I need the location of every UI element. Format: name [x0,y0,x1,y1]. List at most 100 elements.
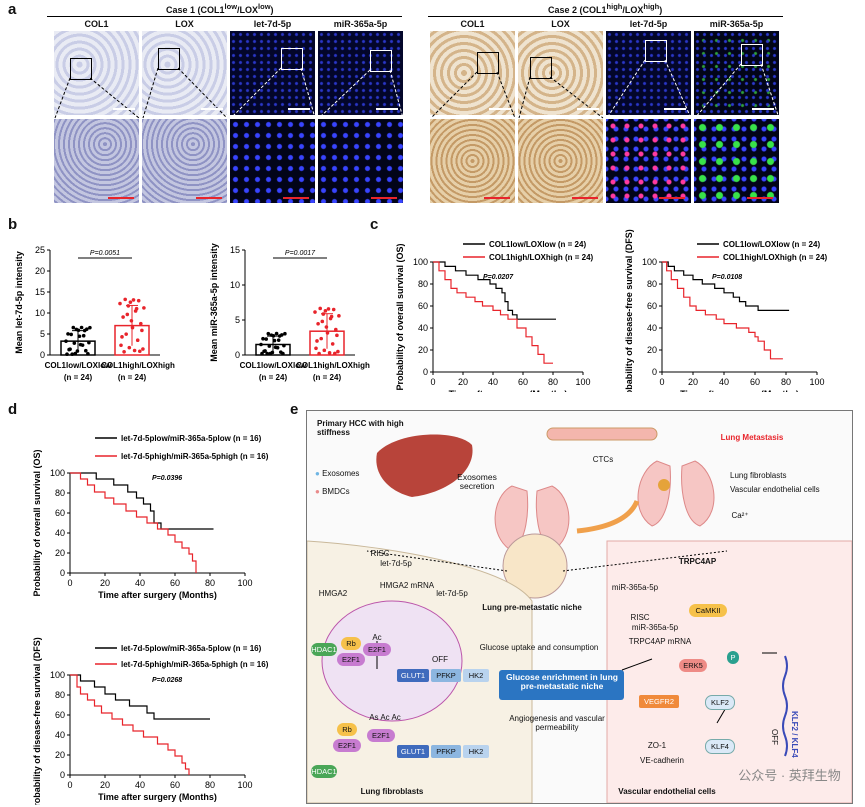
y-tick-label: 60 [418,301,428,311]
case1-rule [47,16,402,17]
fish-image-mir365-case1 [318,31,403,115]
data-point [327,351,332,355]
data-point [86,351,90,356]
y-axis-label: Probability of overall survival (OS) [32,449,42,596]
data-point [334,327,338,332]
data-point [323,309,328,313]
panel-label-e: e [290,401,299,418]
legend-label: COL1high/LOXhigh (n = 24) [489,253,594,262]
legend-label: let-7d-5plow/miR-365a-5plow (n = 16) [121,434,262,443]
data-point [276,338,281,342]
vessel-shape [546,427,658,441]
x-category-label: COL1low/LOXlow [45,361,112,370]
lung-metastasis-label: Lung Metastasis [720,433,784,442]
legend-label: COL1high/LOXhigh (n = 24) [723,253,828,262]
hk2-node: HK2 [463,745,489,758]
hdac1-node: HDAC1 [311,643,337,656]
ac-label: As Ac Ac [369,713,401,722]
scale-bar [201,108,223,110]
x-axis-label: Time after surgery (Months) [98,792,217,802]
x-tick-label: 60 [170,780,180,790]
data-point [336,349,340,354]
km-dfs-col1-lox: 0 20 40 60 80 100 0 20 40 60 80 100 Time after surge… [624,229,828,392]
data-point [79,325,84,330]
data-point [267,344,272,348]
legend-label: let-7d-5phigh/miR-365a-5phigh (n = 16) [121,660,269,669]
data-point [316,321,320,326]
hdac1-node: HDAC1 [311,765,337,778]
y-tick-label: 15 [230,245,240,255]
ihc-zoom-col1-case1 [54,119,139,203]
data-point [70,352,74,356]
data-point [127,345,132,350]
case2-rule [428,16,783,17]
data-point [335,333,339,338]
data-point [84,348,88,353]
x-tick-label: 80 [781,377,791,387]
data-point [138,349,142,354]
scale-bar [283,197,309,199]
p-value: P=0.0017 [285,250,316,257]
x-tick-label: 80 [205,780,215,790]
scale-bar [484,197,510,199]
scale-bar [113,108,135,110]
scale-bar [196,197,222,199]
data-point [88,325,92,330]
data-point [126,304,131,308]
x-tick-label: 60 [750,377,760,387]
mechanism-schematic: Primary HCC with high stiffness Lung Met… [306,410,853,804]
y-tick-label: 80 [647,279,657,289]
data-point [315,339,319,343]
data-point [283,331,287,336]
x-tick-label: 60 [170,578,180,588]
data-point [119,343,123,348]
case2-title: Case 2 (COL1high/LOXhigh) [548,2,663,15]
survival-curve [70,674,190,775]
panel-label-b: b [8,216,18,233]
data-point [73,351,78,356]
y-tick-label: 100 [50,468,65,478]
data-point [259,342,263,347]
y-tick-label: 0 [60,770,65,780]
lung-fibroblast-legend: Lung fibroblasts [730,471,787,480]
x-category-label: COL1high/LOXhigh [101,361,175,370]
y-tick-label: 20 [55,750,65,760]
p-value: P=0.0268 [152,677,182,684]
data-point [80,343,85,347]
data-point [337,314,341,318]
watermark: 公众号 · 英拜生物 [738,768,841,783]
data-point [320,319,325,324]
x-tick-label: 0 [659,377,664,387]
y-tick-label: 40 [647,323,657,333]
nucleus [321,600,463,722]
rb-node: Rb [337,723,357,736]
y-tick-label: 0 [40,350,45,360]
data-point [128,300,133,304]
x-tick-label: 40 [488,377,498,387]
let7-exo-label: let-7d-5p [436,589,468,598]
e2f1-node: E2F1 [367,729,395,742]
x-tick-label: 20 [688,377,698,387]
bar-chart-let7: 0 5 10 15 20 25 Mean let-7d-5p intensity P=0.00… [14,245,175,382]
pfkp-node: PFKP [431,745,461,758]
data-point [277,334,282,338]
mir365-label: miR-365a-5p [631,623,679,632]
data-point [82,328,87,333]
zo1-label: ZO-1 [647,741,667,750]
ctcs-label: CTCs [592,455,614,464]
data-point [321,312,326,316]
data-point [261,336,265,341]
exosomes-legend: ● Exosomes [315,469,360,478]
data-point [325,331,330,335]
n-label: (n = 24) [313,373,342,382]
klf4-node: KLF4 [705,739,735,754]
vegfr2-node: VEGFR2 [639,695,679,708]
rb-node: Rb [341,637,361,650]
survival-curve [433,261,556,320]
scale-bar [489,108,511,110]
x-tick-label: 100 [237,780,252,790]
scale-bar [371,197,397,199]
camkii-node: CaMKII [689,604,727,617]
km-os-mirna: 0 20 40 60 80 100 0 20 40 60 80 100 Time after surge… [32,434,269,600]
data-point [139,321,143,326]
